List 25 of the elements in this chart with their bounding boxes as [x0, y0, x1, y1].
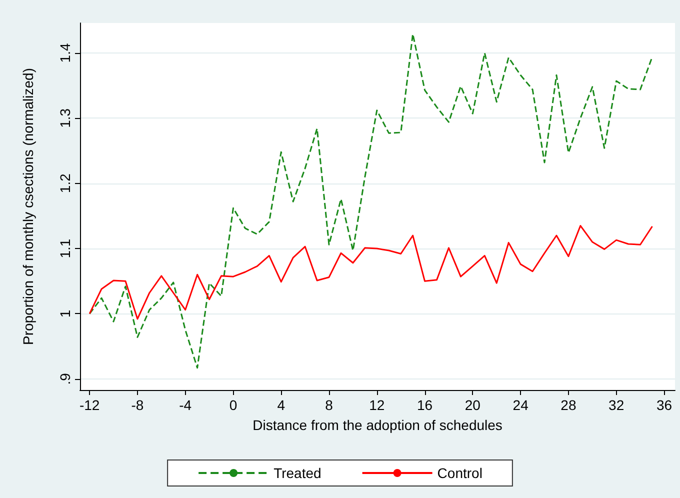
- x-tick-label: -12: [79, 397, 100, 413]
- x-tick-label: 20: [464, 397, 481, 413]
- x-tick-label: 12: [369, 397, 385, 413]
- x-tick-label: -8: [131, 397, 144, 413]
- x-tick-label: 0: [229, 397, 238, 413]
- x-tick-label: -4: [179, 397, 192, 413]
- x-axis-title: Distance from the adoption of schedules: [252, 417, 502, 433]
- x-tick-label: 16: [417, 397, 433, 413]
- y-axis-title: Proportion of monthly csections (normalized): [20, 68, 36, 346]
- x-tick-label: 8: [325, 397, 334, 413]
- line-series: [88, 33, 654, 369]
- line-series: [88, 224, 654, 320]
- legend-label: Treated: [274, 465, 322, 481]
- x-tick-label: 32: [608, 397, 624, 413]
- y-tick-label: 1.2: [57, 173, 73, 194]
- y-tick-label: 1: [57, 310, 73, 318]
- y-tick-label: 1.4: [57, 43, 73, 63]
- x-tick-label: 24: [512, 397, 529, 413]
- legend-label: Control: [437, 465, 482, 481]
- x-tick-label: 36: [656, 397, 672, 413]
- y-tick-label: 1.1: [57, 238, 73, 258]
- y-tick-label: .9: [57, 372, 73, 385]
- x-tick-label: 4: [277, 397, 286, 413]
- x-tick-label: 28: [560, 397, 576, 413]
- y-tick-label: 1.3: [57, 108, 73, 128]
